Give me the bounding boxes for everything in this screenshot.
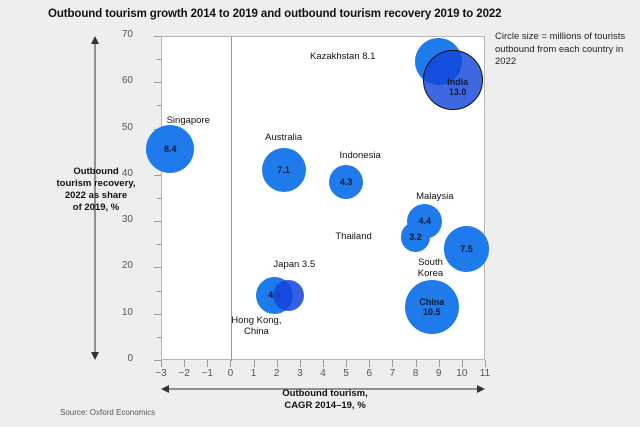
x-axis-tick-label: 5 bbox=[343, 368, 349, 379]
bubble-inner-label: China 10.5 bbox=[419, 296, 445, 317]
y-axis-minor-tick bbox=[157, 59, 162, 60]
bubble-china[interactable]: China 10.5 bbox=[404, 279, 459, 334]
bubble-india[interactable]: India 13.0 bbox=[422, 50, 483, 110]
bubble-label-australia: Australia bbox=[265, 132, 303, 144]
x-axis-tick-label: 3 bbox=[297, 368, 303, 379]
bubble-label-malaysia: Malaysia bbox=[416, 191, 454, 203]
y-axis-tick-label: 50 bbox=[121, 121, 133, 133]
bubble-value: 4.3 bbox=[339, 176, 353, 187]
bubble-label-south-korea: South Korea bbox=[417, 256, 444, 279]
zero-reference-line bbox=[231, 37, 232, 361]
x-axis-arrow-icon bbox=[161, 385, 485, 393]
x-axis-tick bbox=[392, 360, 393, 367]
bubble-label-kazakhstan: Kazakhstan 8.1 bbox=[309, 51, 376, 63]
y-axis-arrow-icon bbox=[91, 36, 99, 360]
y-axis-tick-label: 60 bbox=[121, 75, 133, 87]
x-axis-tick bbox=[207, 360, 208, 367]
x-axis-tick-label: 11 bbox=[479, 368, 491, 379]
y-axis-tick-label: 20 bbox=[121, 260, 133, 272]
bubble-australia[interactable]: 7.1 bbox=[261, 148, 306, 193]
x-axis-tick-label: 4 bbox=[320, 368, 326, 379]
y-axis-tick-label: 40 bbox=[121, 167, 133, 179]
bubble-value: 7.5 bbox=[460, 243, 473, 254]
bubble-thailand[interactable]: 3.2 bbox=[400, 222, 431, 253]
source-attribution: Source: Oxford Economics bbox=[60, 408, 156, 417]
x-axis-tick bbox=[462, 360, 463, 367]
bubble-value: 7.1 bbox=[277, 165, 290, 176]
x-axis-tick-label: −2 bbox=[178, 368, 190, 379]
x-axis-tick bbox=[230, 360, 231, 367]
bubble-value: 3.2 bbox=[409, 232, 422, 243]
x-axis-tick bbox=[300, 360, 301, 367]
y-axis-minor-tick bbox=[157, 337, 162, 338]
bubble-south-korea[interactable]: 7.5 bbox=[443, 226, 490, 272]
x-axis-tick bbox=[254, 360, 255, 367]
bubble-singapore[interactable]: 8.4 bbox=[146, 125, 195, 174]
x-axis-tick bbox=[346, 360, 347, 367]
x-axis-tick-label: 6 bbox=[366, 368, 373, 379]
bubble-label-hong-kong-china: Hong Kong, China bbox=[231, 315, 282, 338]
y-axis-tick bbox=[154, 175, 162, 176]
y-axis-tick bbox=[154, 221, 162, 222]
bubble-value: 8.4 bbox=[163, 144, 177, 155]
x-axis-tick-label: 8 bbox=[412, 368, 419, 379]
y-axis-title-line4: of 2019, % bbox=[72, 202, 120, 213]
y-axis-tick-label: 10 bbox=[121, 306, 133, 318]
y-axis-title-line1: Outbound bbox=[73, 166, 119, 177]
y-axis-tick-label: 70 bbox=[121, 29, 133, 40]
x-axis-tick-label: 7 bbox=[389, 368, 396, 379]
bubble-japan[interactable] bbox=[272, 279, 304, 311]
y-axis-minor-tick bbox=[157, 291, 162, 292]
x-axis-title-line2: CAGR 2014–19, % bbox=[284, 399, 366, 411]
bubble-indonesia[interactable]: 4.3 bbox=[328, 164, 364, 199]
y-axis-minor-tick bbox=[157, 244, 162, 245]
x-axis-tick bbox=[485, 360, 486, 367]
x-axis-tick-label: −3 bbox=[155, 368, 167, 379]
x-axis-tick bbox=[369, 360, 370, 367]
y-axis-tick-label: 0 bbox=[127, 353, 133, 364]
x-axis-tick bbox=[323, 360, 324, 367]
x-axis-tick bbox=[439, 360, 440, 367]
y-axis-minor-tick bbox=[157, 105, 162, 106]
y-axis-minor-tick bbox=[157, 198, 162, 199]
x-axis-title-line1: Outbound tourism, bbox=[282, 388, 368, 399]
x-axis-tick bbox=[184, 360, 185, 367]
y-axis-tick bbox=[154, 314, 162, 315]
x-axis-tick bbox=[277, 360, 278, 367]
bubble-label-japan: Japan 3.5 bbox=[273, 259, 316, 271]
x-axis-tick bbox=[161, 360, 162, 367]
x-axis-tick-label: 0 bbox=[227, 368, 234, 379]
bubble-inner-label: India 13.0 bbox=[447, 76, 469, 97]
page-title: Outbound tourism growth 2014 to 2019 and… bbox=[48, 8, 502, 20]
bubble-label-thailand: Thailand bbox=[335, 231, 372, 243]
x-axis-tick-label: 1 bbox=[250, 368, 257, 379]
y-axis-tick-label: 30 bbox=[121, 214, 133, 226]
y-axis-tick bbox=[154, 267, 162, 268]
bubble-label-indonesia: Indonesia bbox=[339, 149, 381, 161]
y-axis-title: Outbound tourism recovery, 2022 as share… bbox=[48, 166, 144, 214]
bubble-label-singapore: Singapore bbox=[166, 115, 210, 127]
x-axis-tick bbox=[416, 360, 417, 367]
x-axis-tick-label: 10 bbox=[456, 368, 468, 379]
bubble-value: 4.4 bbox=[418, 216, 432, 227]
y-axis-tick bbox=[154, 36, 162, 37]
y-axis-tick bbox=[154, 360, 162, 361]
y-axis-title-line3: 2022 as share bbox=[64, 190, 128, 201]
x-axis-tick-label: −1 bbox=[201, 368, 213, 379]
x-axis-tick-label: 2 bbox=[273, 368, 280, 379]
x-axis-tick-label: 9 bbox=[435, 368, 442, 379]
x-axis-title: Outbound tourism, CAGR 2014–19, % bbox=[230, 388, 420, 411]
y-axis-tick bbox=[154, 82, 162, 83]
size-legend-note: Circle size = millions of tourists outbo… bbox=[495, 31, 626, 67]
y-axis-title-line2: tourism recovery, bbox=[56, 178, 136, 189]
